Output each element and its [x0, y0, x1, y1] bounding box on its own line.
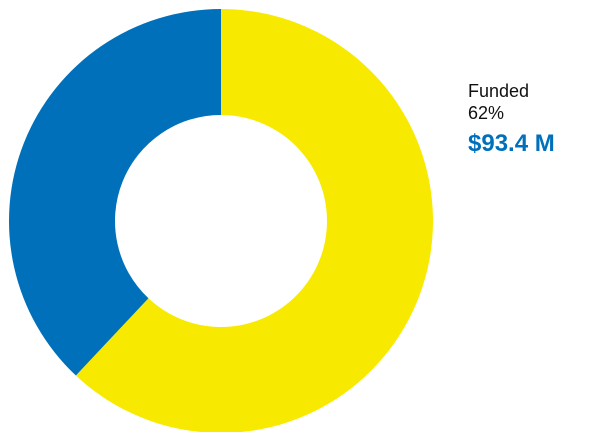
funded-percent: 62%: [468, 102, 505, 123]
donut-slice-remaining: [8, 9, 221, 376]
funded-label: Funded: [468, 81, 530, 101]
donut-slices: [8, 9, 433, 432]
donut-slice-funded: [75, 9, 433, 432]
funded-amount: $93.4 M: [468, 129, 555, 157]
funded-callout: Funded 62% $93.4 M: [468, 81, 555, 158]
